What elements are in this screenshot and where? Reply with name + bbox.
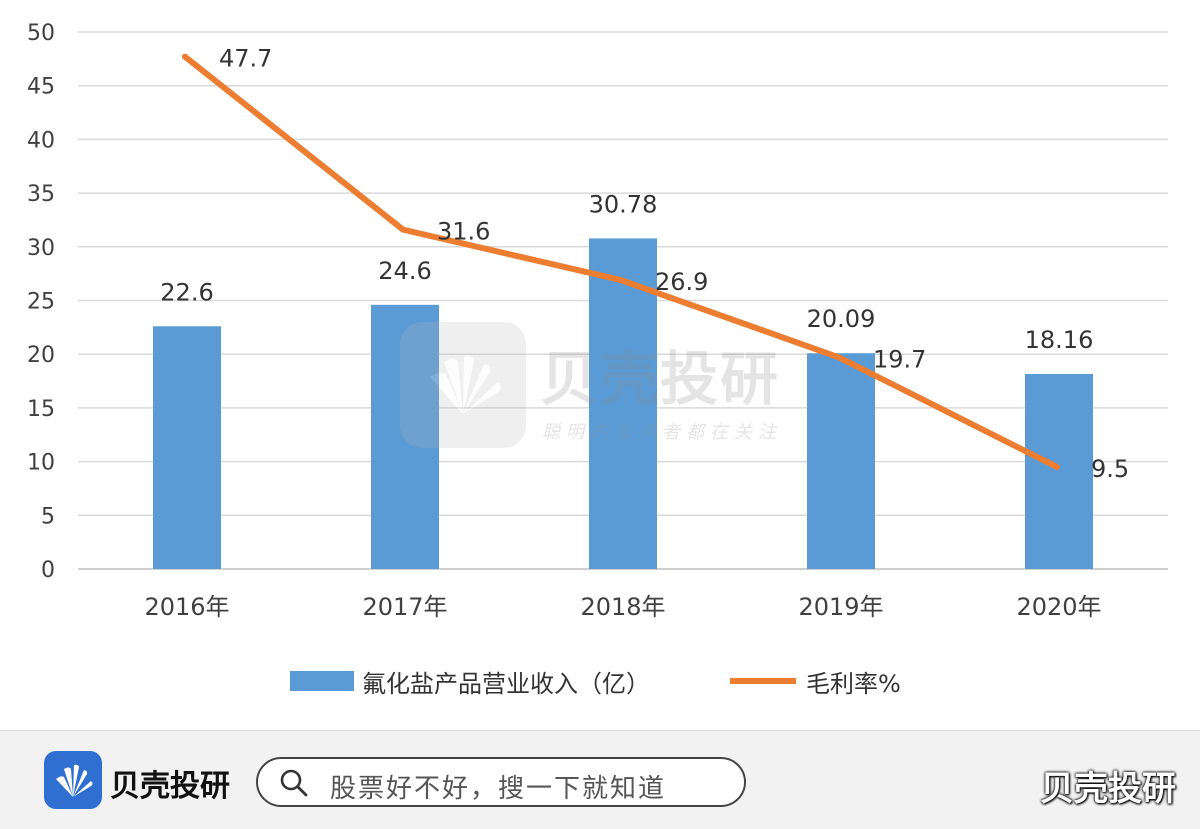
search-icon — [280, 769, 308, 797]
watermark-title: 贝壳投研 — [540, 345, 781, 413]
bar — [1025, 373, 1093, 569]
y-tick-label: 30 — [27, 236, 55, 261]
revenue-data-labels: 22.6 24.6 30.78 20.09 18.16 — [160, 190, 1093, 354]
line-data-label: 47.7 — [219, 45, 272, 73]
margin-point — [836, 354, 842, 361]
y-tick-label: 25 — [27, 290, 55, 315]
y-tick-label: 0 — [41, 558, 55, 583]
combo-chart: 0 5 10 15 20 25 30 35 40 45 50 2016年 2017年 2018年 2019… — [27, 21, 1168, 698]
watermark-shell-icon — [400, 322, 526, 448]
y-tick-label: 10 — [27, 451, 55, 476]
bar — [807, 353, 875, 569]
bar — [371, 304, 439, 569]
search-box[interactable]: 股票好不好，搜一下就知道 — [256, 757, 746, 807]
x-tick-label: 2016年 — [144, 593, 229, 621]
y-tick-label: 50 — [27, 21, 55, 46]
y-tick-label: 35 — [27, 182, 55, 207]
y-tick-label: 15 — [27, 397, 55, 422]
margin-point — [182, 53, 188, 60]
margin-point — [400, 226, 406, 233]
y-tick-label: 20 — [27, 343, 55, 368]
bar-data-label: 24.6 — [378, 257, 431, 285]
search-placeholder: 股票好不好，搜一下就知道 — [330, 774, 667, 804]
line-data-label: 26.9 — [655, 268, 708, 296]
watermark: 贝壳投研 聪明的投资者都在关注 — [400, 322, 800, 452]
line-data-label: 31.6 — [437, 218, 490, 246]
x-axis-tick-labels: 2016年 2017年 2018年 2019年 2020年 — [144, 593, 1101, 621]
footer-brand-watermark: 贝壳投研 — [1040, 769, 1176, 809]
legend-label-revenue: 氟化盐产品营业收入（亿） — [362, 670, 650, 698]
chart-area: 0 5 10 15 20 25 30 35 40 45 50 2016年 2017年 2018年 2019… — [27, 21, 1168, 698]
shell-logo-icon[interactable] — [44, 751, 102, 809]
line-data-label: 9.5 — [1091, 455, 1129, 483]
y-tick-label: 5 — [41, 504, 55, 529]
bar-data-label: 18.16 — [1025, 326, 1094, 354]
footer-brand-name[interactable]: 贝壳投研 — [110, 769, 230, 804]
legend-label-margin: 毛利率% — [806, 670, 901, 698]
margin-data-labels: 47.7 31.6 26.9 19.7 9.5 — [219, 45, 1129, 483]
x-tick-label: 2017年 — [362, 593, 447, 621]
x-tick-label: 2019年 — [798, 593, 883, 621]
footer-bar: 贝壳投研 股票好不好，搜一下就知道 贝壳投研 — [0, 730, 1200, 829]
y-axis-tick-labels: 0 5 10 15 20 25 30 35 40 45 50 — [27, 21, 55, 583]
y-tick-label: 40 — [27, 128, 55, 153]
bar-data-label: 20.09 — [807, 305, 876, 333]
margin-line-series — [182, 53, 1060, 470]
bar-data-label: 22.6 — [160, 278, 213, 306]
bar — [153, 326, 221, 569]
revenue-bars — [153, 238, 1093, 570]
y-tick-label: 45 — [27, 75, 55, 100]
x-tick-label: 2020年 — [1016, 593, 1101, 621]
x-tick-label: 2018年 — [580, 593, 665, 621]
bar — [589, 238, 657, 570]
legend: 氟化盐产品营业收入（亿） 毛利率% — [290, 670, 901, 698]
legend-swatch-revenue — [290, 671, 354, 691]
line-data-label: 19.7 — [873, 345, 926, 373]
bar-data-label: 30.78 — [589, 190, 658, 218]
margin-point — [618, 277, 624, 284]
watermark-slogan: 聪明的投资者都在关注 — [542, 422, 782, 443]
margin-point — [1054, 463, 1060, 470]
